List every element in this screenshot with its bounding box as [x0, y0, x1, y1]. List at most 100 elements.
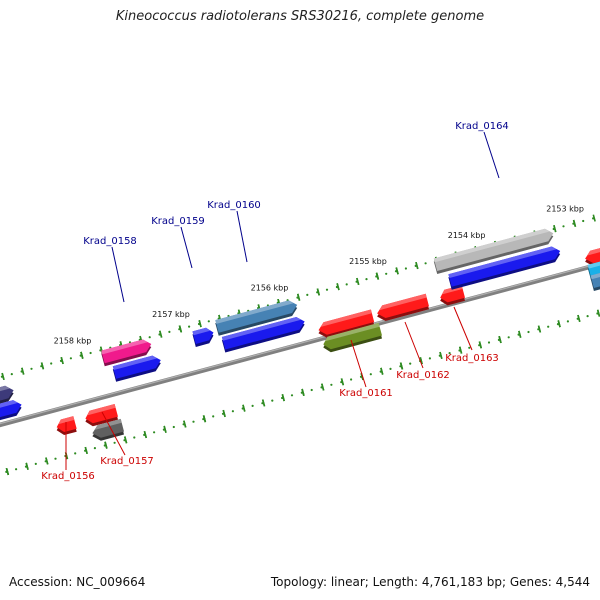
- scale-tick: [336, 283, 340, 291]
- features-layer: [0, 228, 600, 441]
- scale-tick: [592, 214, 596, 222]
- scale-dot: [369, 373, 372, 376]
- scale-dot: [50, 362, 53, 365]
- gene-arrow-body: [112, 355, 161, 379]
- gene-label-krad-0162: Krad_0162: [396, 321, 450, 381]
- gene-arrow-highlight: [215, 300, 294, 324]
- gene-label-krad-0156: Krad_0156: [41, 422, 95, 482]
- gene-arrow-r-olive: [323, 322, 382, 353]
- scale-tick: [316, 288, 321, 296]
- accession-text: Accession: NC_009664: [9, 575, 146, 589]
- scale-tick: [375, 272, 380, 280]
- gene-arrow-highlight: [87, 404, 116, 416]
- gene-arrow-krad-0159: [192, 327, 214, 347]
- scale-tick: [5, 467, 10, 476]
- scale-tick: [222, 409, 226, 418]
- scale-tick: [439, 351, 443, 360]
- gene-arrow-krad-0162: [377, 293, 429, 321]
- scale-tick: [183, 420, 187, 428]
- scale-dot: [15, 468, 18, 471]
- scale-dot: [428, 357, 431, 360]
- gene-arrow-highlight: [58, 416, 75, 425]
- gene-arrow-f-steel-edge: [590, 272, 600, 291]
- scale-dot: [113, 441, 116, 444]
- gene-label-text: Krad_0160: [207, 200, 261, 211]
- scale-dot: [153, 431, 156, 434]
- gene-arrow-highlight: [0, 400, 18, 408]
- topology-text: Topology: linear; Length: 4,761,183 bp; …: [270, 575, 590, 589]
- gene-leader-line: [101, 411, 126, 456]
- gene-arrow-highlight: [448, 246, 557, 278]
- scale-dot: [404, 267, 407, 270]
- scale-tick: [395, 267, 399, 275]
- gene-label-krad-0157: Krad_0157: [100, 411, 154, 467]
- scale-tick-label: 2158 kbp: [54, 336, 92, 345]
- scale-tick: [498, 335, 502, 344]
- gene-arrow-f-cyan-edge: [587, 261, 600, 281]
- gene-leader-line: [236, 210, 248, 263]
- gene-leader-line: [483, 131, 500, 179]
- gene-arrow-highlight: [101, 339, 148, 355]
- gene-arrow-highlight: [221, 317, 301, 341]
- scale-tick: [296, 293, 301, 301]
- gene-arrow-body: [433, 228, 554, 271]
- gene-arrow-body: [101, 339, 152, 364]
- gene-arrow-krad-0156: [56, 416, 77, 435]
- scale-dot: [385, 272, 388, 275]
- scale-tick: [40, 362, 45, 370]
- gene-label-krad-0163: Krad_0163: [445, 306, 499, 364]
- scale-dot: [424, 262, 427, 265]
- scale-dot: [188, 325, 191, 328]
- scale-tick: [198, 320, 202, 328]
- labels-layer: Krad_0156Krad_0157Krad_0158Krad_0159Krad…: [41, 121, 509, 482]
- gene-arrow-highlight: [325, 322, 380, 342]
- gene-arrow-body: [215, 300, 298, 333]
- scale-dot: [365, 278, 368, 281]
- scale-tick: [399, 362, 404, 370]
- scale-dot: [54, 457, 57, 460]
- scale-dot: [468, 346, 471, 349]
- scale-tick: [143, 431, 148, 439]
- scale-tick: [80, 351, 84, 359]
- gene-arrow-body: [448, 246, 561, 287]
- scale-tick: [159, 330, 163, 338]
- gene-arrow-f-blue-a: [112, 355, 161, 382]
- scale-dot: [271, 399, 274, 402]
- backbone-layer: [0, 261, 600, 428]
- scale-dot: [74, 452, 77, 455]
- scale-dot: [325, 288, 329, 291]
- scale-tick: [518, 330, 522, 338]
- gene-arrow-f-blue-edge: [0, 400, 22, 421]
- scale-tick: [123, 436, 128, 444]
- scale-dot: [507, 336, 510, 339]
- scale-tick: [321, 383, 325, 391]
- scale-dot: [409, 362, 412, 365]
- gene-arrow-highlight: [0, 385, 10, 392]
- scale-tick: [340, 378, 345, 386]
- scale-dot: [330, 383, 333, 386]
- scale-dot: [89, 351, 92, 355]
- scale-dot: [207, 320, 210, 323]
- scale-tick: [478, 341, 483, 349]
- scale-dot: [212, 415, 215, 418]
- scale-dot: [133, 436, 136, 439]
- gene-arrow-f-blue-c: [448, 246, 561, 290]
- gene-label-krad-0158: Krad_0158: [83, 236, 137, 303]
- scale-dot: [192, 420, 195, 423]
- scale-dot: [547, 325, 550, 328]
- scale-tick-label: 2156 kbp: [251, 284, 289, 293]
- scale-tick: [84, 446, 88, 455]
- gene-label-text: Krad_0161: [339, 388, 393, 399]
- scale-tick: [202, 415, 207, 423]
- scale-dot: [251, 404, 254, 407]
- scale-tick: [25, 462, 29, 470]
- scale-tick: [301, 388, 305, 396]
- scale-dot: [306, 293, 309, 296]
- gene-label-text: Krad_0164: [455, 121, 509, 132]
- scale-tick: [458, 346, 463, 354]
- gene-arrow-highlight: [587, 261, 600, 269]
- scale-dot: [448, 352, 451, 355]
- gene-arrow-krad-0157: [85, 404, 118, 427]
- gene-arrow-krad-0164: [433, 228, 554, 274]
